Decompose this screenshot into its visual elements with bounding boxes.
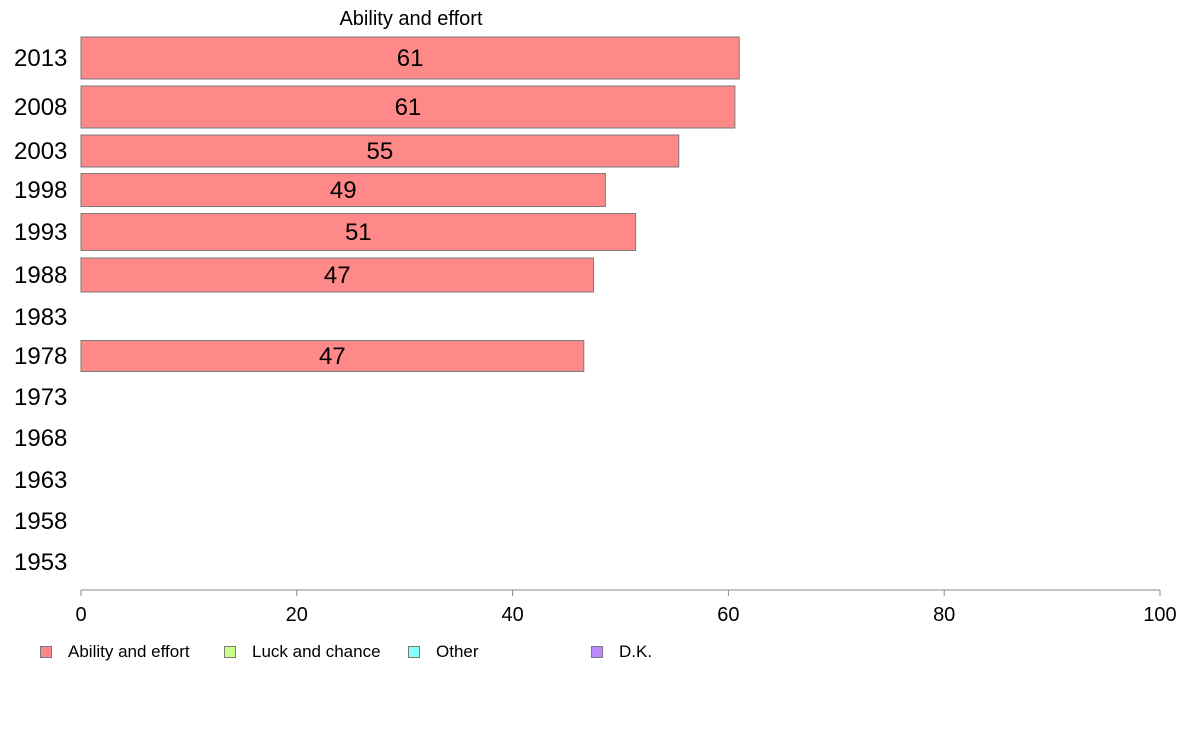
legend: Ability and effort Luck and chance Other… — [0, 642, 1188, 666]
year-label-1978: 1978 — [14, 343, 67, 370]
value-label-1978: 47 — [319, 343, 346, 370]
year-label-1963: 1963 — [14, 467, 67, 494]
legend-swatch-ability-and-effort — [40, 646, 52, 658]
legend-item-dk: D.K. — [591, 642, 652, 662]
bar-chart: Ability and effort 2013 2008 2003 1998 1993 1… — [14, 8, 1177, 626]
year-label-2003: 2003 — [14, 138, 67, 165]
x-tick-label-0: 0 — [75, 604, 86, 626]
chart-title: Ability and effort — [339, 8, 482, 30]
legend-item-ability-and-effort: Ability and effort — [40, 642, 190, 662]
legend-label: D.K. — [619, 642, 653, 661]
legend-label: Ability and effort — [68, 642, 190, 661]
bar-ability-and-effort-1978 — [80, 340, 585, 372]
bar-ability-and-effort-1988 — [80, 257, 595, 293]
year-label-2013: 2013 — [14, 45, 67, 72]
legend-swatch-dk — [591, 646, 603, 658]
x-tick-label-20: 20 — [286, 604, 308, 626]
value-label-1988: 47 — [324, 262, 351, 289]
legend-item-other: Other — [408, 642, 479, 662]
year-label-1958: 1958 — [14, 508, 67, 535]
legend-swatch-luck-and-chance — [224, 646, 236, 658]
legend-swatch-other — [408, 646, 420, 658]
value-label-1993: 51 — [345, 219, 372, 246]
bar-ability-and-effort-2008 — [80, 85, 736, 129]
year-label-1993: 1993 — [14, 219, 67, 246]
year-label-1973: 1973 — [14, 384, 67, 411]
bar-ability-and-effort-2013 — [80, 36, 740, 80]
year-label-1953: 1953 — [14, 549, 67, 576]
bar-ability-and-effort-2003 — [80, 134, 680, 168]
value-label-2008: 61 — [395, 94, 422, 121]
year-label-1983: 1983 — [14, 304, 67, 331]
year-label-2008: 2008 — [14, 94, 67, 121]
x-tick-label-80: 80 — [933, 604, 955, 626]
legend-item-luck-and-chance: Luck and chance — [224, 642, 381, 662]
value-label-2003: 55 — [367, 138, 394, 165]
bar-ability-and-effort-1998 — [80, 173, 606, 207]
year-label-1998: 1998 — [14, 177, 67, 204]
legend-label: Luck and chance — [252, 642, 381, 661]
x-tick-label-40: 40 — [501, 604, 523, 626]
year-label-1968: 1968 — [14, 425, 67, 452]
value-label-1998: 49 — [330, 177, 357, 204]
year-label-1988: 1988 — [14, 262, 67, 289]
value-label-2013: 61 — [397, 45, 424, 72]
legend-label: Other — [436, 642, 479, 661]
x-tick-label-60: 60 — [717, 604, 739, 626]
x-tick-label-100: 100 — [1143, 604, 1176, 626]
bar-ability-and-effort-1993 — [80, 213, 637, 251]
